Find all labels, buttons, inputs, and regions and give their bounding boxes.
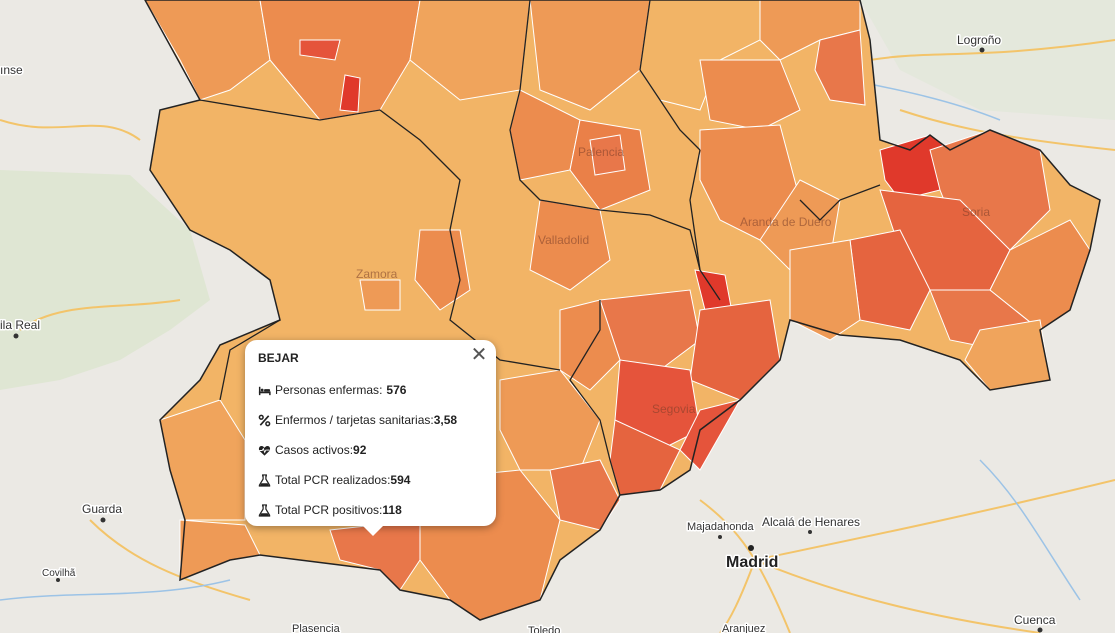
city-dot xyxy=(56,578,60,582)
close-icon[interactable]: ✕ xyxy=(470,344,488,366)
row-value: 576 xyxy=(386,383,407,397)
popup-row-pcr-realizados: Total PCR realizados : 594 xyxy=(258,465,482,495)
city-dot xyxy=(100,517,106,523)
city-dot xyxy=(808,530,812,534)
city-label-covilha: Covilhã xyxy=(42,568,76,579)
row-label: Total PCR realizados xyxy=(275,473,388,487)
row-value: 118 xyxy=(382,503,402,517)
city-dot xyxy=(718,535,722,539)
district[interactable] xyxy=(789,239,861,341)
row-separator: : xyxy=(387,473,391,487)
city-label-vila-real: ila Real xyxy=(0,318,40,332)
city-label-alcala: Alcalá de Henares xyxy=(762,515,860,529)
row-separator: : xyxy=(349,443,354,457)
city-label-logrono: Logroño xyxy=(957,33,1001,47)
percent-icon xyxy=(258,414,271,426)
overlay-label-valladolid: Valladolid xyxy=(538,233,589,247)
row-label: Enfermos / tarjetas sanitarias xyxy=(275,413,431,427)
region-outline xyxy=(144,0,1101,621)
city-label-madrid: Madrid xyxy=(726,554,778,571)
city-dot xyxy=(748,545,754,551)
popup-title: BEJAR xyxy=(258,351,299,365)
flask-icon xyxy=(258,473,271,487)
overlay-label-zamora: Zamora xyxy=(356,267,398,281)
row-label: Personas enfermas xyxy=(275,383,380,397)
region-castilla-leon xyxy=(144,0,1101,621)
row-separator: : xyxy=(430,413,434,427)
district[interactable] xyxy=(559,299,621,391)
popup-row-ratio: Enfermos / tarjetas sanitarias : 3,58 xyxy=(258,405,482,435)
popup-row-casos: Casos activos : 92 xyxy=(258,435,482,465)
row-value: 92 xyxy=(353,443,367,457)
overlay-label-aranda: Aranda de Duero xyxy=(740,215,832,229)
city-label-plasencia: Plasencia xyxy=(292,623,341,633)
city-label-partial: ınse xyxy=(0,63,23,77)
row-separator: : xyxy=(379,383,383,397)
flask-icon xyxy=(258,503,271,517)
overlay-label-palencia: Palencia xyxy=(578,145,624,159)
overlay-label-segovia: Segovia xyxy=(652,402,696,416)
city-label-toledo: Toledo xyxy=(528,625,560,633)
row-label: Casos activos xyxy=(275,443,350,457)
district[interactable] xyxy=(359,279,401,311)
city-dot xyxy=(13,333,19,339)
city-label-cuenca: Cuenca xyxy=(1014,613,1056,627)
district[interactable] xyxy=(814,29,866,106)
district[interactable] xyxy=(549,459,621,531)
city-label-guarda: Guarda xyxy=(82,502,122,516)
bed-icon xyxy=(258,386,271,395)
overlay-label-soria: Soria xyxy=(962,205,990,219)
district[interactable] xyxy=(589,134,626,176)
terrain-green xyxy=(0,170,210,390)
district[interactable] xyxy=(144,0,271,101)
row-value: 594 xyxy=(390,473,411,487)
district[interactable] xyxy=(409,0,531,101)
city-label-majadahonda: Majadahonda xyxy=(687,521,755,533)
terrain-green xyxy=(860,0,1115,120)
province-borders xyxy=(199,0,881,496)
row-label: Total PCR positivos xyxy=(275,503,380,517)
district[interactable] xyxy=(299,39,341,61)
district[interactable] xyxy=(699,59,801,131)
city-dot xyxy=(1037,627,1043,633)
city-label-aranjuez: Aranjuez xyxy=(722,623,765,633)
heartbeat-icon xyxy=(258,445,271,456)
district[interactable] xyxy=(339,74,361,113)
row-separator: : xyxy=(379,503,383,517)
popup-row-personas: Personas enfermas:576 xyxy=(258,375,482,405)
district[interactable] xyxy=(529,0,651,111)
info-popup: BEJAR ✕ Personas enfermas:576 Enfermos /… xyxy=(245,340,496,536)
city-dot xyxy=(979,47,985,53)
row-value: 3,58 xyxy=(433,413,458,427)
district[interactable] xyxy=(614,359,701,451)
popup-row-pcr-positivos: Total PCR positivos : 118 xyxy=(258,495,482,525)
